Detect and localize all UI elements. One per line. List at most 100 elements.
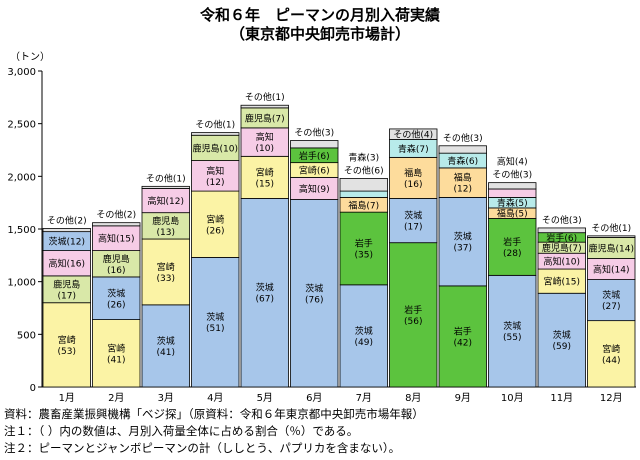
bar-segment-宮崎	[92, 319, 141, 388]
segment-percent: (28)	[503, 249, 521, 259]
segment-label: 茨城	[602, 289, 620, 301]
segment-label: 青森(5)	[497, 197, 528, 209]
segment-label: 茨城(12)	[49, 236, 85, 248]
segment-label: 高知	[256, 131, 274, 143]
segment-label: 茨城	[206, 311, 224, 323]
segment-label: 宮崎	[58, 334, 76, 346]
segment-label-outside: その他(3)	[443, 132, 483, 144]
bar-segment-茨城	[141, 304, 190, 388]
segment-percent: (16)	[404, 180, 422, 190]
segment-percent: (76)	[305, 295, 323, 305]
segment-label: 岩手	[355, 237, 373, 249]
segment-percent: (53)	[58, 347, 76, 357]
bar-segment-青森	[339, 190, 388, 198]
bar-segment-岩手	[438, 285, 487, 388]
segment-label: 鹿児島(14)	[589, 242, 634, 254]
segment-label: 岩手(6)	[299, 150, 330, 162]
bar-segment-茨城	[339, 284, 388, 388]
x-tick-label: 1月	[59, 392, 75, 404]
x-tick-label: 3月	[158, 392, 174, 404]
x-tick-label: 11月	[550, 392, 573, 404]
segment-percent: (27)	[602, 302, 620, 312]
segment-label: 青森(6)	[447, 155, 478, 167]
segment-label: 鹿児島(10)	[193, 142, 238, 154]
segment-label: 宮崎	[107, 342, 125, 354]
y-tick-label: 1,000	[7, 278, 36, 289]
bar-segment-鹿児島	[191, 134, 240, 161]
segment-label: 茨城	[404, 210, 422, 222]
bar-segment-その他	[92, 222, 141, 227]
segment-label: 鹿児島	[53, 278, 80, 290]
bar-segment-福島	[438, 167, 487, 198]
bar-segment-茨城	[587, 279, 636, 322]
segment-percent: (51)	[206, 324, 224, 334]
chart-subtitle: （東京都中央卸売市場計）	[229, 25, 410, 43]
segment-label: 福島(7)	[348, 199, 379, 211]
bar-segment-宮崎	[42, 302, 91, 388]
segment-label: 高知(15)	[98, 233, 134, 245]
segment-percent: (13)	[157, 228, 175, 238]
segment-label: 高知(16)	[49, 258, 85, 270]
segment-label: 鹿児島(7)	[542, 242, 582, 254]
x-tick-label: 12月	[600, 392, 623, 404]
bar-segment-岩手	[339, 211, 388, 286]
segment-percent: (55)	[503, 333, 521, 343]
segment-percent: (17)	[404, 223, 422, 233]
segment-label: 茨城	[107, 287, 125, 299]
segment-percent: (42)	[454, 338, 472, 348]
x-tick-label: 6月	[306, 392, 322, 404]
segment-label-outside: その他(2)	[47, 214, 87, 226]
bar-segment-宮崎	[191, 190, 240, 258]
bar-segment-茨城	[389, 198, 438, 244]
bar-segment-高知	[141, 188, 190, 214]
x-tick-label: 5月	[257, 392, 273, 404]
bar-segment-茨城	[290, 199, 339, 388]
y-tick-label: 500	[17, 330, 36, 341]
bar-segment-その他	[339, 178, 388, 192]
segment-label-outside: その他(3)	[542, 214, 582, 226]
segment-label: 福島	[404, 167, 422, 179]
segment-label: 宮崎	[206, 213, 224, 225]
segment-label: 宮崎	[602, 343, 620, 355]
segment-percent: (41)	[107, 355, 125, 365]
x-tick-label: 10月	[501, 392, 524, 404]
segment-label-outside: その他(2)	[96, 209, 136, 221]
x-tick-label: 9月	[455, 392, 471, 404]
bar-segment-岩手	[389, 242, 438, 388]
segment-label: 茨城	[355, 325, 373, 337]
bar-segment-鹿児島	[141, 212, 190, 240]
segment-percent: (12)	[454, 185, 472, 195]
chart-title: 令和６年 ピーマンの月別入荷実績	[199, 6, 440, 24]
segment-percent: (59)	[553, 342, 571, 352]
segment-label-outside: その他(1)	[245, 91, 285, 103]
segment-label: 高知(9)	[299, 183, 330, 195]
segment-label-outside: その他(3)	[492, 169, 532, 181]
bar-segment-その他	[438, 145, 487, 154]
stacked-bar-chart: 05001,0001,5002,0002,5003,000宮崎(53)鹿児島(1…	[7, 67, 636, 404]
segment-label: 岩手	[404, 304, 422, 316]
bar-segment-高知	[240, 127, 289, 157]
bar-segment-宮崎	[141, 238, 190, 306]
bar-segment-岩手	[488, 218, 537, 276]
segment-label: 鹿児島	[152, 215, 179, 227]
y-tick-label: 2,000	[7, 172, 36, 183]
segment-label: 福島	[454, 172, 472, 184]
segment-percent: (37)	[454, 244, 472, 254]
segment-label: 高知(10)	[544, 256, 580, 268]
segment-label: 岩手(6)	[546, 232, 577, 244]
bar-segment-その他	[240, 104, 289, 109]
bar-segment-宮崎	[587, 320, 636, 388]
segment-label-outside: その他(1)	[195, 119, 235, 131]
bar-segment-その他	[191, 132, 240, 136]
segment-label: 茨城	[256, 282, 274, 294]
segment-percent: (12)	[206, 178, 224, 188]
segment-label: 茨城	[553, 329, 571, 341]
segment-percent: (35)	[355, 250, 373, 260]
segment-label-outside: 青森(3)	[348, 151, 379, 163]
segment-label: 鹿児島(7)	[245, 112, 285, 124]
segment-percent: (49)	[355, 338, 373, 348]
bar-segment-茨城	[488, 274, 537, 388]
segment-label: 福島(5)	[497, 208, 528, 220]
bar-segment-茨城	[537, 292, 586, 388]
segment-label: 岩手	[454, 325, 472, 337]
